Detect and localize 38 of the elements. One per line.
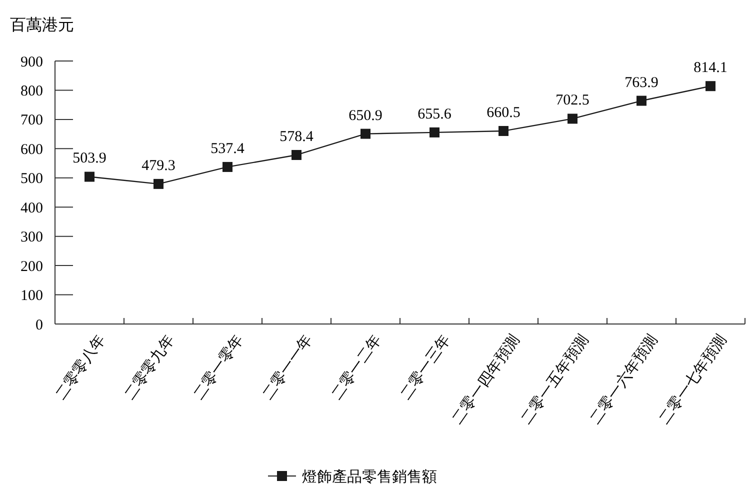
x-tick-label: 二零一二年	[328, 332, 386, 403]
data-label: 655.6	[418, 106, 452, 122]
y-tick-label: 300	[20, 230, 43, 246]
data-label: 650.9	[348, 108, 382, 124]
point	[84, 172, 94, 182]
point	[568, 114, 578, 124]
data-label: 503.9	[72, 150, 106, 167]
y-tick-label: 200	[20, 258, 43, 275]
y-tick-label: 500	[20, 171, 43, 188]
data-label: 763.9	[624, 74, 658, 91]
y-tick-label: 700	[20, 112, 43, 129]
point	[498, 126, 508, 136]
data-label: 814.1	[694, 60, 728, 76]
y-tick-label: 800	[20, 83, 43, 100]
y-tick-label: 400	[20, 200, 43, 216]
x-tick-label: 二零一三年	[397, 332, 454, 403]
point	[154, 178, 164, 189]
point	[292, 150, 302, 160]
y-axis-title: 百萬港元	[10, 16, 74, 34]
point	[222, 162, 232, 172]
y-tick-label: 100	[20, 288, 43, 304]
y-tick-label: 0	[36, 317, 43, 334]
y-tick-label: 600	[20, 142, 43, 158]
point	[360, 128, 370, 139]
x-tick-label: 二零零九年	[121, 332, 178, 403]
y-tick-label: 900	[20, 54, 43, 70]
data-label: 578.4	[280, 128, 314, 145]
x-tick-label: 二零一一年	[259, 332, 316, 403]
x-tick-label: 二零一零年	[190, 332, 248, 403]
legend-label: 燈飾產品零售銷售額	[302, 468, 437, 486]
data-label: 702.5	[556, 92, 590, 109]
data-label: 660.5	[486, 104, 520, 121]
x-tick-label: 二零零八年	[52, 332, 110, 403]
point	[636, 96, 646, 106]
data-label: 479.3	[142, 158, 176, 174]
point	[430, 127, 440, 138]
data-label: 537.4	[210, 140, 245, 157]
point	[706, 81, 716, 92]
